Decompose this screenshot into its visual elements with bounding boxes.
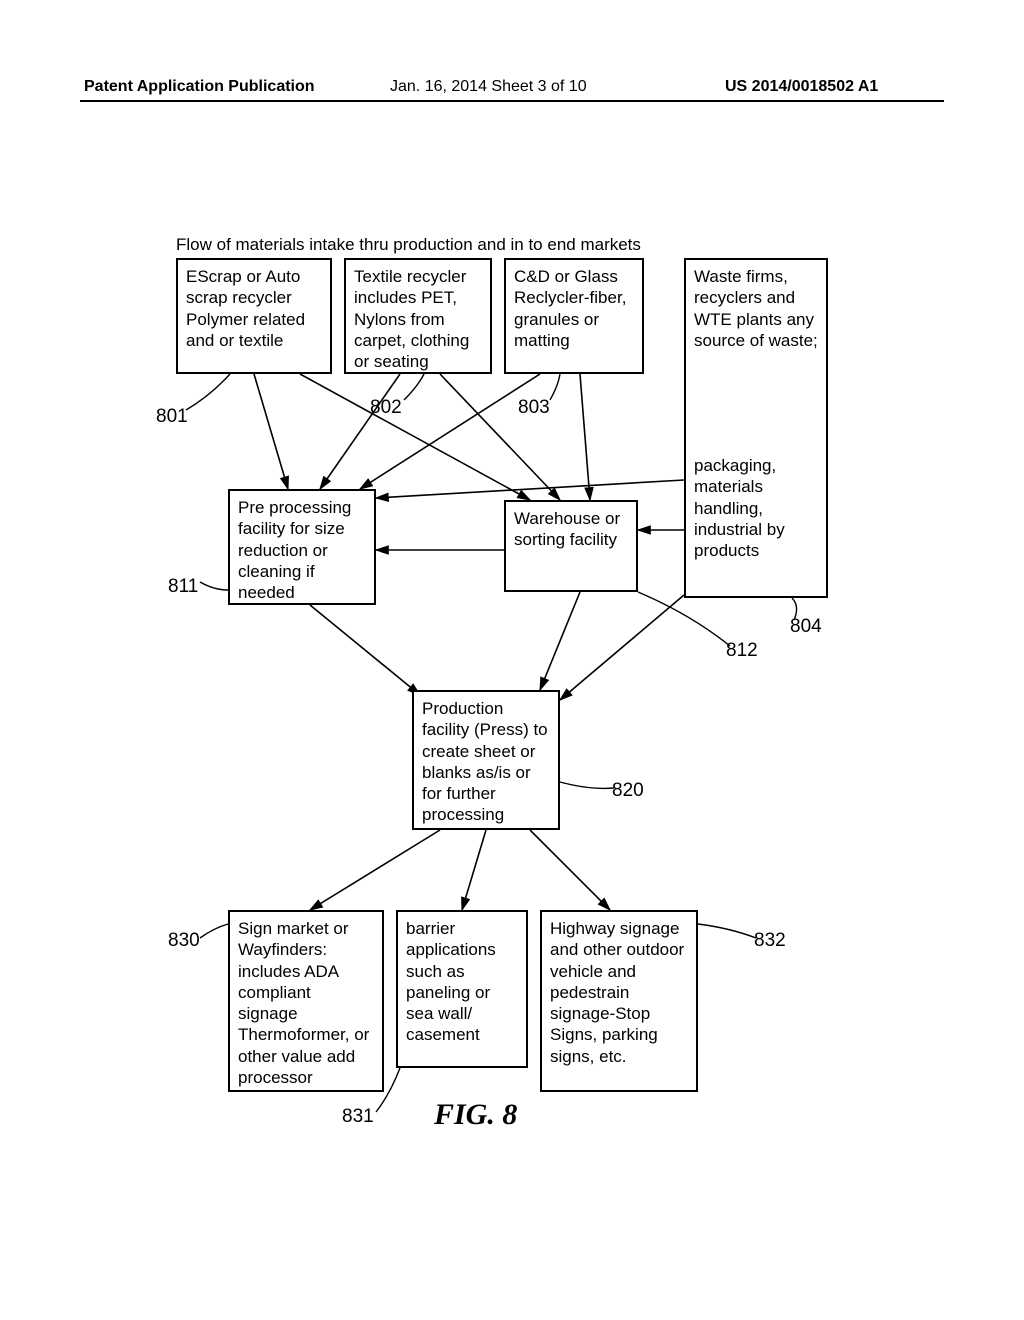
ref-804: 804 <box>790 616 822 638</box>
ref-801: 801 <box>156 406 188 428</box>
ref-803: 803 <box>518 397 550 419</box>
node-804-text-top: Waste firms, recyclers and WTE plants an… <box>694 266 818 351</box>
node-812: Warehouse or sorting facility <box>504 500 638 592</box>
page: Patent Application Publication Jan. 16, … <box>0 0 1024 1320</box>
ref-820: 820 <box>612 780 644 802</box>
figure-label: FIG. 8 <box>434 1098 517 1132</box>
node-832: Highway signage and other outdoor vehicl… <box>540 910 698 1092</box>
node-802: Textile recycler includes PET, Nylons fr… <box>344 258 492 374</box>
header-left: Patent Application Publication <box>84 78 315 96</box>
node-803: C&D or Glass Reclycler-fiber, granules o… <box>504 258 644 374</box>
node-811: Pre processing facility for size reducti… <box>228 489 376 605</box>
node-801: EScrap or Auto scrap recycler Polymer re… <box>176 258 332 374</box>
ref-830: 830 <box>168 930 200 952</box>
node-804-text-side: packaging, materials handling, industria… <box>694 455 824 561</box>
ref-811: 811 <box>168 576 198 598</box>
header-right: US 2014/0018502 A1 <box>725 78 878 96</box>
diagram-title: Flow of materials intake thru production… <box>176 235 641 255</box>
node-820: Production facility (Press) to create sh… <box>412 690 560 830</box>
ref-802: 802 <box>370 397 402 419</box>
ref-831: 831 <box>342 1106 374 1128</box>
header-rule <box>80 100 944 102</box>
node-831: barrier applications such as paneling or… <box>396 910 528 1068</box>
node-830: Sign market or Wayfinders: includes ADA … <box>228 910 384 1092</box>
ref-832: 832 <box>754 930 786 952</box>
ref-812: 812 <box>726 640 758 662</box>
header-center: Jan. 16, 2014 Sheet 3 of 10 <box>390 78 587 96</box>
